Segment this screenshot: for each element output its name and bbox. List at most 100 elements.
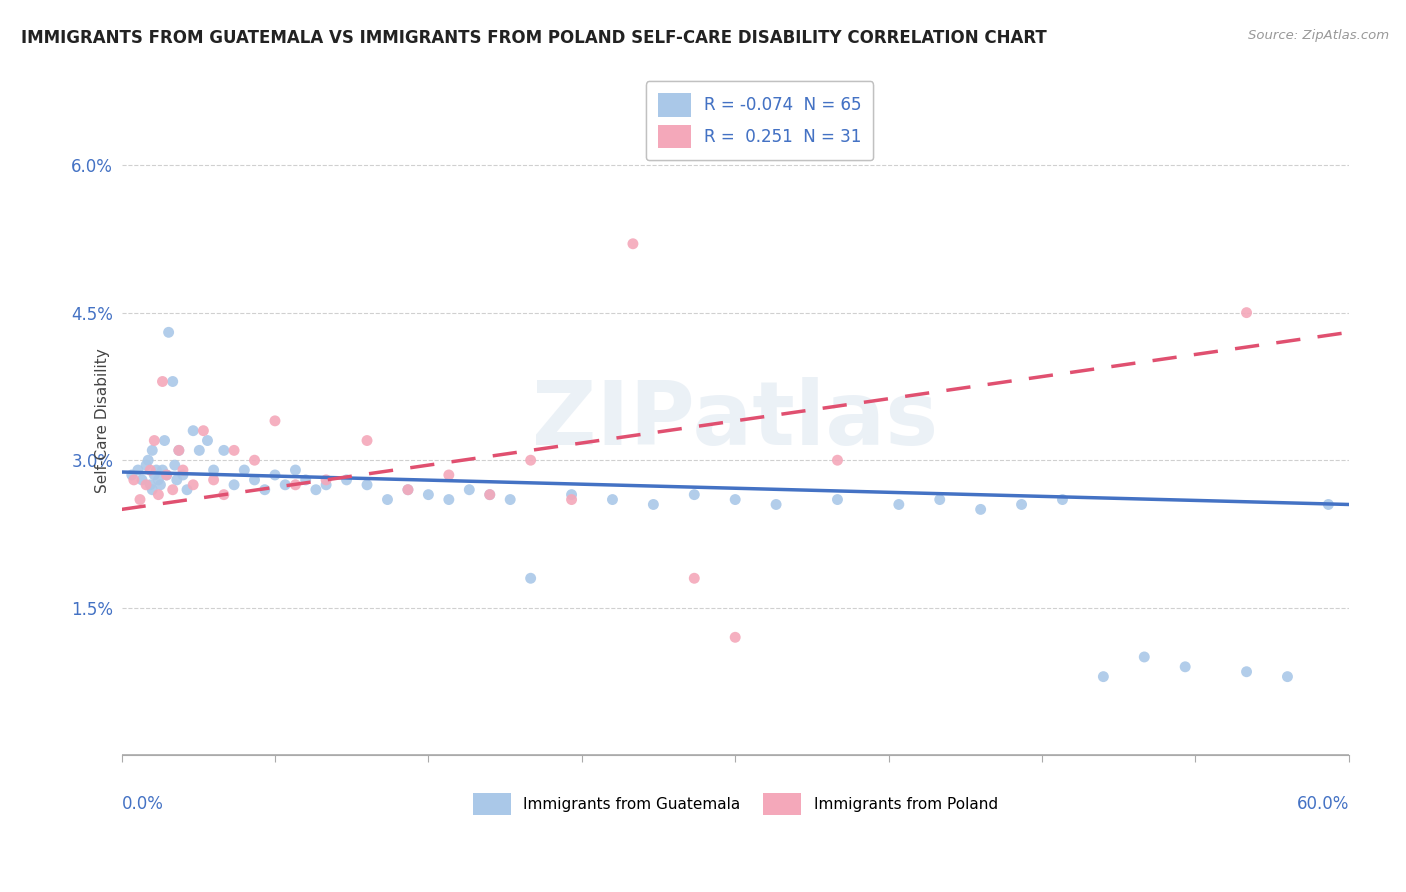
Point	[561, 492, 583, 507]
Point	[683, 488, 706, 502]
Point	[141, 483, 163, 497]
Point	[1317, 498, 1340, 512]
Point	[167, 443, 190, 458]
Point	[478, 488, 501, 502]
Point	[1133, 650, 1156, 665]
Point	[181, 424, 204, 438]
Point	[1236, 305, 1258, 319]
Point	[136, 453, 159, 467]
Point	[1092, 670, 1115, 684]
Point	[176, 483, 198, 497]
Point	[127, 463, 149, 477]
Point	[188, 443, 211, 458]
Point	[437, 467, 460, 482]
Point	[315, 478, 337, 492]
Text: Source: ZipAtlas.com: Source: ZipAtlas.com	[1249, 29, 1389, 42]
Text: 60.0%: 60.0%	[1296, 796, 1348, 814]
Point	[145, 463, 167, 477]
Point	[969, 502, 991, 516]
Point	[143, 434, 166, 448]
Point	[356, 434, 378, 448]
Point	[827, 453, 849, 467]
Point	[197, 434, 219, 448]
Point	[157, 326, 180, 340]
Point	[827, 492, 849, 507]
Point	[274, 478, 297, 492]
Point	[155, 467, 177, 482]
Point	[335, 473, 357, 487]
Point	[284, 478, 307, 492]
Point	[264, 467, 287, 482]
Point	[163, 458, 186, 472]
Point	[683, 571, 706, 585]
Point	[264, 414, 287, 428]
Point	[135, 458, 157, 472]
Point	[122, 473, 145, 487]
Point	[315, 473, 337, 487]
Point	[243, 473, 266, 487]
Point	[519, 571, 541, 585]
Point	[724, 630, 747, 644]
Point	[148, 488, 170, 502]
Point	[172, 463, 194, 477]
Point	[212, 443, 235, 458]
Point	[643, 498, 665, 512]
Point	[1236, 665, 1258, 679]
Point	[139, 463, 162, 477]
Point	[152, 375, 174, 389]
Point	[162, 375, 184, 389]
Y-axis label: Self-Care Disability: Self-Care Disability	[96, 349, 111, 493]
Point	[519, 453, 541, 467]
Text: ZIPatlas: ZIPatlas	[531, 377, 938, 465]
Point	[499, 492, 522, 507]
Point	[212, 488, 235, 502]
Point	[129, 492, 152, 507]
Point	[1052, 492, 1074, 507]
Point	[153, 434, 176, 448]
Point	[621, 236, 644, 251]
Point	[377, 492, 399, 507]
Point	[561, 488, 583, 502]
Point	[202, 473, 225, 487]
Point	[172, 467, 194, 482]
Point	[222, 478, 245, 492]
Point	[305, 483, 328, 497]
Text: 0.0%: 0.0%	[121, 796, 163, 814]
Point	[253, 483, 276, 497]
Point	[243, 453, 266, 467]
Point	[887, 498, 910, 512]
Point	[294, 473, 316, 487]
Legend: R = -0.074  N = 65, R =  0.251  N = 31: R = -0.074 N = 65, R = 0.251 N = 31	[645, 81, 873, 161]
Point	[152, 463, 174, 477]
Point	[1174, 660, 1197, 674]
Point	[141, 443, 163, 458]
Point	[1011, 498, 1033, 512]
Point	[1277, 670, 1299, 684]
Point	[155, 467, 177, 482]
Point	[222, 443, 245, 458]
Point	[418, 488, 440, 502]
Point	[135, 478, 157, 492]
Point	[162, 483, 184, 497]
Point	[724, 492, 747, 507]
Point	[202, 463, 225, 477]
Point	[458, 483, 481, 497]
Point	[167, 443, 190, 458]
Point	[396, 483, 419, 497]
Text: IMMIGRANTS FROM GUATEMALA VS IMMIGRANTS FROM POLAND SELF-CARE DISABILITY CORRELA: IMMIGRANTS FROM GUATEMALA VS IMMIGRANTS …	[21, 29, 1047, 46]
Point	[193, 424, 215, 438]
Point	[121, 467, 143, 482]
Point	[139, 478, 162, 492]
Point	[131, 473, 153, 487]
Point	[478, 488, 501, 502]
Point	[765, 498, 787, 512]
Point	[396, 483, 419, 497]
Point	[166, 473, 188, 487]
Point	[602, 492, 624, 507]
Point	[181, 478, 204, 492]
Point	[233, 463, 256, 477]
Point	[148, 473, 170, 487]
Point	[149, 478, 172, 492]
Point	[437, 492, 460, 507]
Point	[284, 463, 307, 477]
